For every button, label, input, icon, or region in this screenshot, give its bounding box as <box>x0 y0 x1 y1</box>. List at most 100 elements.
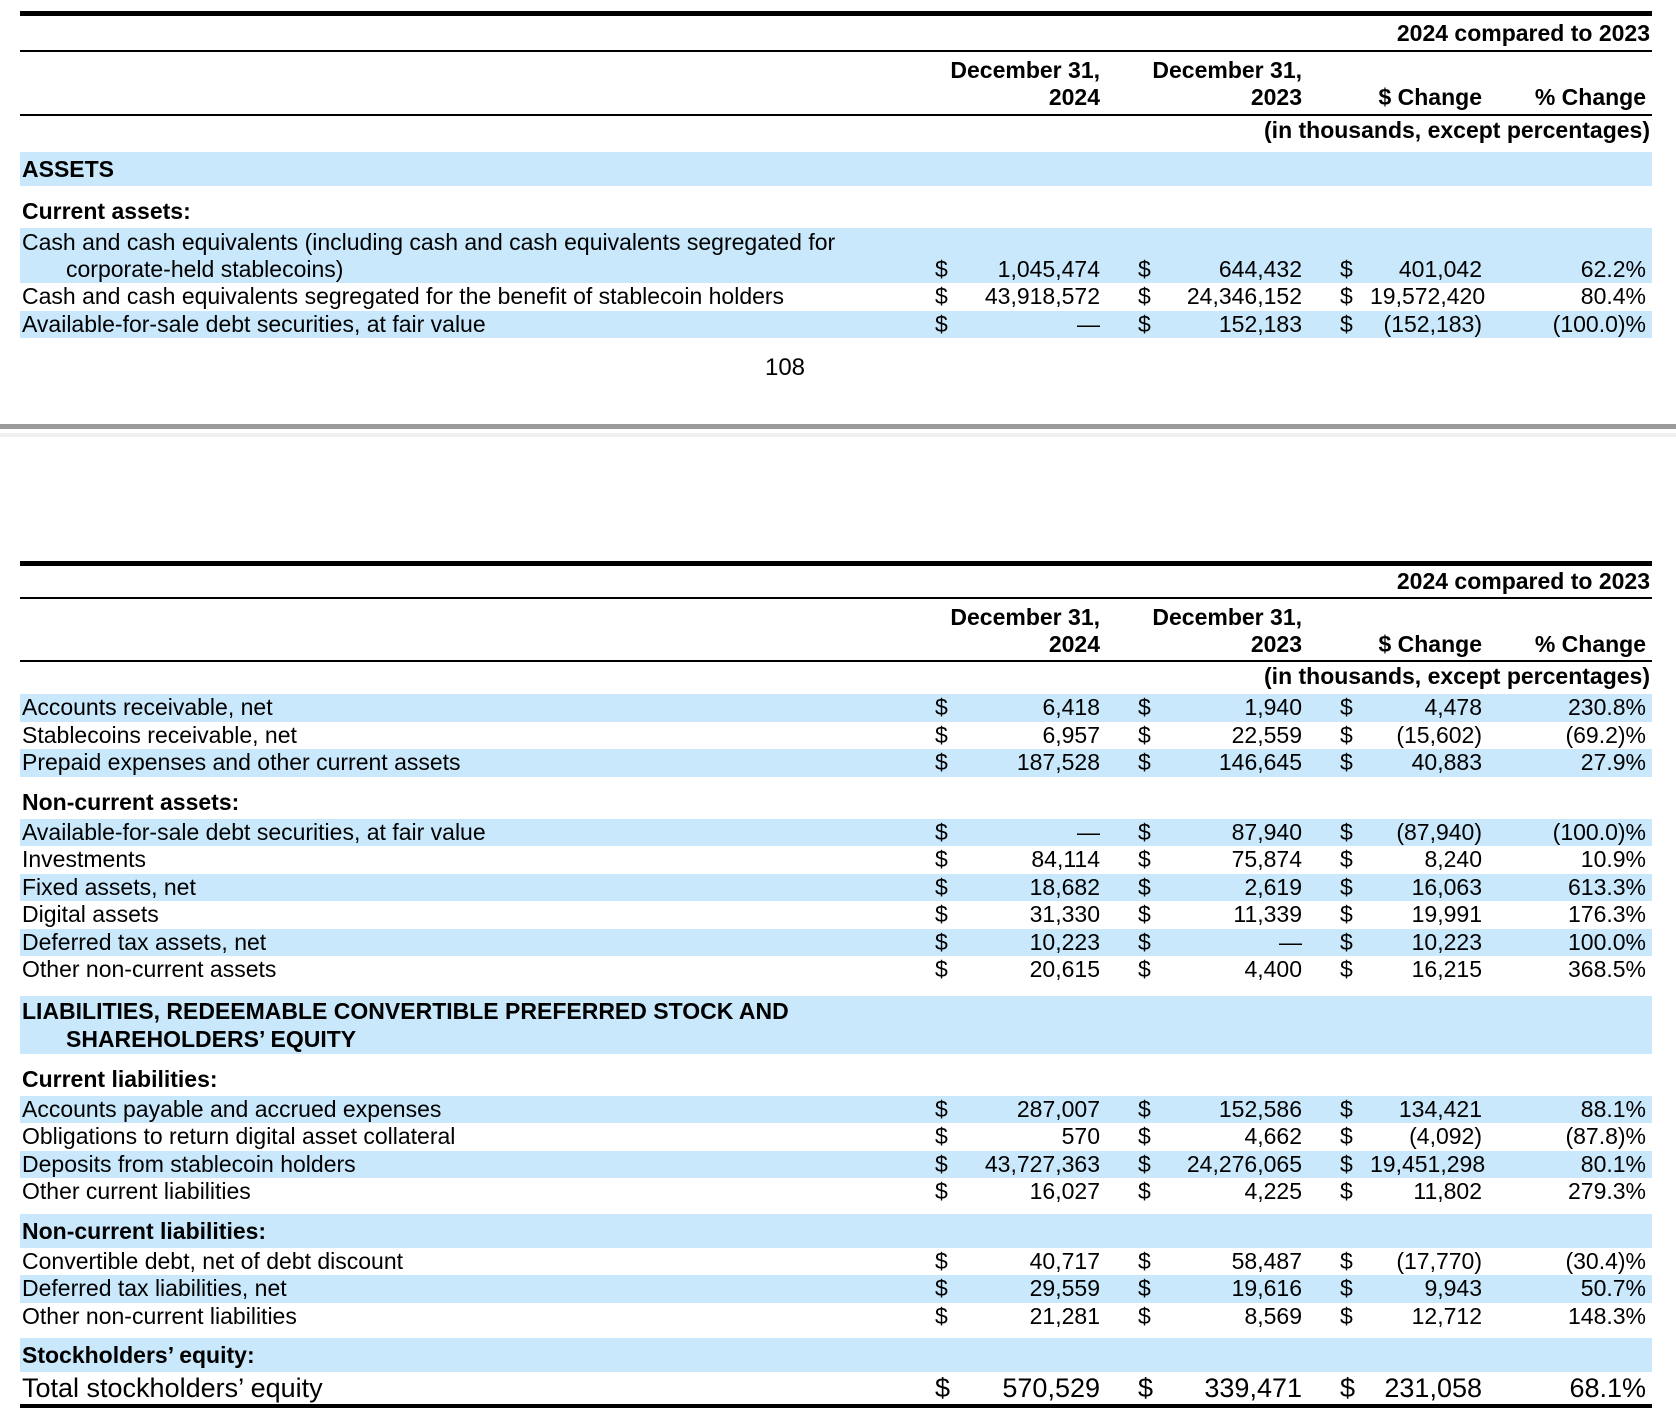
value-dollar-change: 134,421 <box>1398 1095 1482 1122</box>
currency-symbol: $ <box>935 310 948 337</box>
col-header-dec-31-2023-line2: 2023 <box>1250 84 1302 110</box>
currency-symbol: $ <box>935 749 948 776</box>
page-divider-dark-bar <box>0 424 1676 429</box>
table-row: Deposits from stablecoin holders $43,727,… <box>20 1150 1652 1178</box>
value-percent-change: 613.3% <box>1567 873 1646 900</box>
currency-symbol: $ <box>1340 1095 1353 1122</box>
section-header-label-line2: SHAREHOLDERS’ EQUITY <box>66 1025 357 1052</box>
value-dollar-change: 8,240 <box>1424 846 1482 873</box>
value-percent-change: (69.2)% <box>1565 721 1646 748</box>
value-dec-2024: 6,418 <box>1042 694 1100 721</box>
currency-symbol: $ <box>1340 1123 1353 1150</box>
value-dec-2023: 75,874 <box>1231 846 1302 873</box>
row-label: Convertible debt, net of debt discount <box>22 1247 404 1274</box>
page-divider-gap <box>0 429 1676 433</box>
currency-symbol: $ <box>1340 283 1353 310</box>
value-dec-2023: 152,586 <box>1218 1095 1302 1122</box>
page-divider-light-bar <box>0 433 1676 437</box>
value-dec-2024: — <box>1077 310 1100 337</box>
row-label: Fixed assets, net <box>22 873 196 900</box>
currency-symbol: $ <box>1138 1275 1151 1302</box>
section-header-label: Current liabilities: <box>22 1065 218 1092</box>
table-row: Available-for-sale debt securities, at f… <box>20 818 1652 846</box>
currency-symbol: $ <box>935 1123 948 1150</box>
value-dollar-change: (15,602) <box>1396 721 1482 748</box>
table-row: Accounts payable and accrued expenses $28… <box>20 1095 1652 1123</box>
currency-symbol: $ <box>1138 283 1151 310</box>
table-row: Other current liabilities $16,027 $4,225 $1… <box>20 1178 1652 1206</box>
value-percent-change: (30.4)% <box>1565 1247 1646 1274</box>
row-label-line1: Cash and cash equivalents (including cas… <box>22 228 836 255</box>
table-row: Deferred tax assets, net $10,223 $ — $10,223… <box>20 928 1652 956</box>
currency-symbol: $ <box>1138 1095 1151 1122</box>
value-dollar-change: (152,183) <box>1383 310 1482 337</box>
currency-symbol: $ <box>1340 310 1353 337</box>
col-header-dollar-change: $ Change <box>1378 84 1482 110</box>
row-label: Other non-current liabilities <box>22 1302 297 1329</box>
table-row: Accounts receivable, net $6,418 $1,940 $4,4… <box>20 694 1652 722</box>
section-header-label: Non-current assets: <box>22 788 240 815</box>
value-dec-2024: 16,027 <box>1029 1178 1100 1205</box>
currency-symbol: $ <box>935 901 948 928</box>
value-dec-2023: 8,569 <box>1244 1302 1302 1329</box>
value-dec-2023: 58,487 <box>1231 1247 1302 1274</box>
currency-symbol: $ <box>1138 1302 1151 1329</box>
value-dollar-change: (87,940) <box>1396 818 1482 845</box>
currency-symbol: $ <box>1138 1178 1151 1205</box>
col-header-dec-31-2023-line1: December 31, <box>1152 57 1302 83</box>
col-header-dec-31-2024-line1: December 31, <box>950 57 1100 83</box>
row-label: Cash and cash equivalents (including cas… <box>20 228 935 283</box>
currency-symbol: $ <box>935 1150 948 1177</box>
currency-symbol: $ <box>1340 694 1353 721</box>
table-row: Fixed assets, net $18,682 $2,619 $16,063 613… <box>20 873 1652 901</box>
value-dollar-change: 9,943 <box>1424 1275 1482 1302</box>
currency-symbol: $ <box>1340 1275 1353 1302</box>
page-number: 108 <box>764 354 806 381</box>
section-header-label: LIABILITIES, REDEEMABLE CONVERTIBLE PREF… <box>22 997 789 1024</box>
currency-symbol: $ <box>1340 928 1353 955</box>
row-label: Other non-current assets <box>22 956 277 983</box>
currency-symbol: $ <box>1340 956 1353 983</box>
value-dec-2024: 570 <box>1061 1123 1100 1150</box>
currency-symbol: $ <box>935 1247 948 1274</box>
currency-symbol: $ <box>1340 721 1353 748</box>
section-header-label: Stockholders’ equity: <box>22 1342 255 1368</box>
balance-sheet-comparison-table-page2: 2024 compared to 2023 December 31, 2024 Dec… <box>20 561 1652 1408</box>
col-header-percent-change: % Change <box>1534 84 1646 110</box>
row-label: Prepaid expenses and other current asset… <box>22 749 461 776</box>
table-row: Prepaid expenses and other current asset… <box>20 749 1652 777</box>
section-header-row: Current liabilities: <box>20 1062 1652 1096</box>
row-label: Other current liabilities <box>22 1178 251 1205</box>
value-dec-2023: 4,225 <box>1244 1178 1302 1205</box>
section-header-label: Current assets: <box>22 198 191 224</box>
currency-symbol: $ <box>1138 310 1151 337</box>
value-dollar-change: (17,770) <box>1396 1247 1482 1274</box>
comparison-period-label: 2024 compared to 2023 <box>20 566 1652 599</box>
table-row: Other non-current assets $20,615 $4,400 $16… <box>20 956 1652 984</box>
column-header-row: December 31, 2024 December 31, 2023 $ Change… <box>20 599 1652 662</box>
table-row: Investments $84,114 $75,874 $8,240 10.9% <box>20 846 1652 874</box>
currency-symbol: $ <box>1138 694 1151 721</box>
value-dollar-change: 401,042 <box>1398 255 1482 282</box>
currency-symbol: $ <box>935 818 948 845</box>
col-header-dec-31-2024-line2: 2024 <box>1048 631 1100 657</box>
currency-symbol: $ <box>1138 928 1151 955</box>
table-row: Available-for-sale debt securities, at f… <box>20 310 1652 338</box>
value-dec-2024: 18,682 <box>1029 873 1100 900</box>
value-percent-change: 68.1% <box>1569 1372 1646 1403</box>
value-dollar-change: 19,451,298 <box>1370 1150 1486 1177</box>
col-header-dec-31-2024-line2: 2024 <box>1048 84 1100 110</box>
col-header-percent-change: % Change <box>1534 631 1646 657</box>
currency-symbol: $ <box>1138 846 1151 873</box>
value-dollar-change: 10,223 <box>1411 928 1482 955</box>
col-header-dec-31-2023: December 31, 2023 <box>1138 599 1302 664</box>
value-dec-2024: 287,007 <box>1016 1095 1100 1122</box>
value-dollar-change: 16,215 <box>1411 956 1482 983</box>
table-row: Other non-current liabilities $21,281 $8,5… <box>20 1303 1652 1331</box>
value-dec-2023: 24,276,065 <box>1186 1150 1302 1177</box>
value-percent-change: 62.2% <box>1580 255 1646 282</box>
currency-symbol: $ <box>935 956 948 983</box>
currency-symbol: $ <box>1340 749 1353 776</box>
currency-symbol: $ <box>935 1302 948 1329</box>
row-label: Accounts payable and accrued expenses <box>22 1095 442 1122</box>
